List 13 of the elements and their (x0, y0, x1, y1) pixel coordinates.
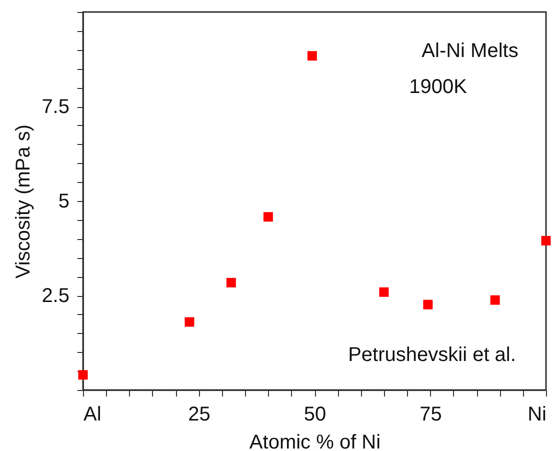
annotation: Petrushevskii et al. (348, 344, 516, 366)
x-tick-label: 25 (188, 404, 210, 426)
x-tick-label: Al (84, 404, 102, 426)
annotation: 1900K (409, 76, 468, 98)
y-tick-label: 7.5 (42, 96, 70, 118)
annotation: Al-Ni Melts (422, 40, 518, 62)
x-tick-label: 75 (420, 404, 442, 426)
y-tick-label: 2.5 (42, 285, 70, 307)
x-axis-title: Atomic % of Ni (249, 432, 381, 451)
y-tick-label: 5 (58, 190, 70, 212)
x-tick-label: Ni (528, 404, 546, 426)
x-tick-label: 50 (304, 404, 326, 426)
y-axis-title: Viscosity (mPa s) (12, 124, 35, 279)
